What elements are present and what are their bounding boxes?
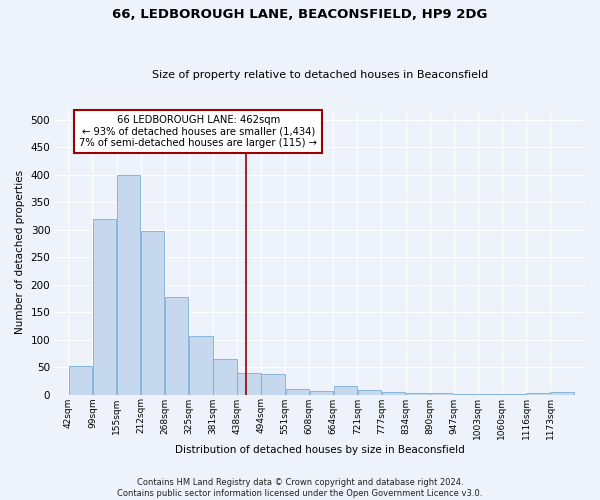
Bar (358, 390, 381, 394)
Bar (213, 359, 236, 394)
Bar (310, 390, 333, 394)
Title: Size of property relative to detached houses in Beaconsfield: Size of property relative to detached ho… (152, 70, 488, 81)
Bar (334, 386, 357, 394)
Text: Contains HM Land Registry data © Crown copyright and database right 2024.
Contai: Contains HM Land Registry data © Crown c… (118, 478, 482, 498)
Bar (262, 374, 285, 394)
Bar (141, 232, 164, 394)
Text: 66 LEDBOROUGH LANE: 462sqm
← 93% of detached houses are smaller (1,434)
7% of se: 66 LEDBOROUGH LANE: 462sqm ← 93% of deta… (79, 115, 317, 148)
X-axis label: Distribution of detached houses by size in Beaconsfield: Distribution of detached houses by size … (175, 445, 465, 455)
Y-axis label: Number of detached properties: Number of detached properties (15, 170, 25, 334)
Bar (93, 219, 116, 394)
Bar (238, 372, 261, 394)
Bar (117, 175, 140, 394)
Text: 66, LEDBOROUGH LANE, BEACONSFIELD, HP9 2DG: 66, LEDBOROUGH LANE, BEACONSFIELD, HP9 2… (112, 8, 488, 20)
Bar (165, 297, 188, 394)
Bar (382, 392, 405, 394)
Bar (69, 366, 92, 394)
Bar (406, 393, 430, 394)
Bar (286, 389, 309, 394)
Bar (189, 336, 212, 394)
Bar (550, 392, 574, 394)
